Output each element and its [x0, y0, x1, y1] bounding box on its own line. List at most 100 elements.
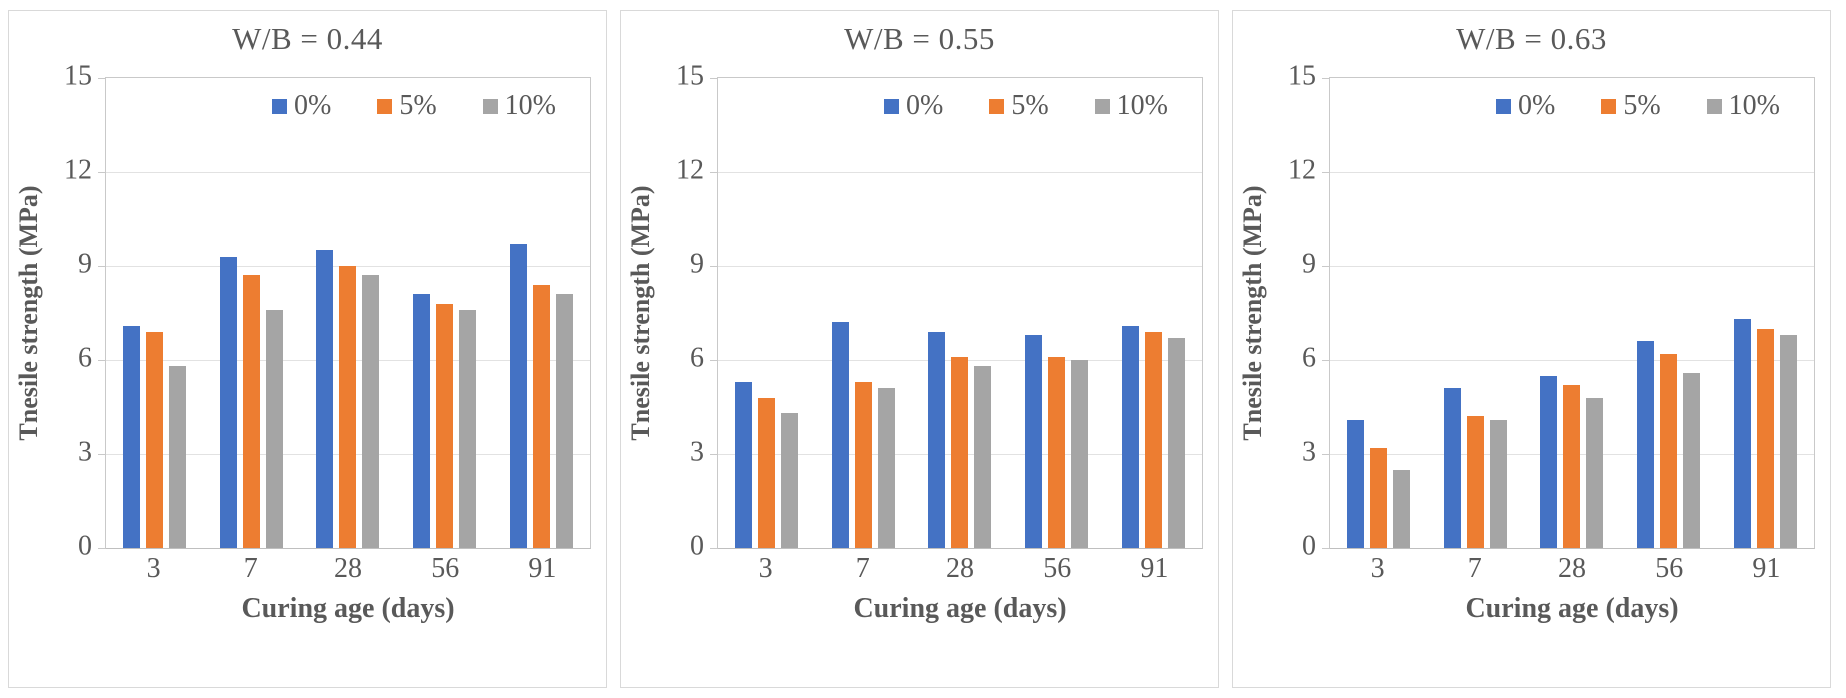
- bar-group: [396, 78, 493, 548]
- y-tick-mark: [1322, 172, 1330, 173]
- chart-panel: W/B = 0.44 Tnesile strength (MPa) 0% 5% 10…: [8, 10, 607, 688]
- bar-groups: [718, 78, 1202, 548]
- legend-item: 0%: [272, 90, 331, 122]
- x-axis-tick-label: 3: [758, 553, 773, 584]
- gridline: [1330, 360, 1814, 361]
- y-tick-mark: [98, 78, 106, 79]
- bar: [1637, 341, 1655, 548]
- x-axis-tick-label: 91: [1752, 553, 1781, 584]
- y-axis-tick-label: 0: [690, 530, 704, 562]
- x-axis-tick-label: 7: [1467, 553, 1482, 584]
- y-axis-tick-label: 6: [690, 342, 704, 374]
- chart-panel: W/B = 0.55 Tnesile strength (MPa) 0% 5% 10…: [620, 10, 1219, 688]
- legend-label: 0%: [294, 90, 332, 121]
- bar: [1466, 416, 1484, 548]
- legend-swatch: [1706, 98, 1722, 114]
- y-tick-mark: [710, 548, 718, 549]
- y-tick-mark: [98, 454, 106, 455]
- legend-label: 10%: [504, 90, 556, 121]
- x-axis-tick-label: 56: [1043, 553, 1072, 584]
- bar-group: [1427, 78, 1524, 548]
- bar: [1122, 325, 1140, 548]
- plot-area: Tnesile strength (MPa) 0% 5% 10% 15 12 9 6 3 0: [14, 62, 591, 560]
- legend-label: 10%: [1728, 90, 1780, 121]
- legend: 0% 5% 10%: [884, 90, 1168, 122]
- legend-item: 0%: [1496, 90, 1555, 122]
- bar-group: [1105, 78, 1202, 548]
- legend-item: 5%: [1601, 90, 1661, 122]
- bar: [1540, 375, 1558, 548]
- bar: [928, 331, 946, 548]
- y-tick-mark: [98, 172, 106, 173]
- bar: [145, 331, 163, 548]
- y-axis-tick-label: 12: [1288, 154, 1316, 186]
- bar: [362, 275, 380, 548]
- legend-label: 0%: [1518, 90, 1556, 121]
- legend: 0% 5% 10%: [1496, 90, 1780, 122]
- legend-swatch: [989, 98, 1005, 114]
- chart-title: W/B = 0.55: [844, 21, 995, 56]
- y-axis-tick-label: 12: [676, 154, 704, 186]
- bar: [1563, 385, 1581, 548]
- bar-group: [912, 78, 1009, 548]
- legend-swatch: [884, 98, 900, 114]
- plot-area: Tnesile strength (MPa) 0% 5% 10% 15 12 9 6 3 0: [1238, 62, 1815, 560]
- bar-group: [1524, 78, 1621, 548]
- y-tick-mark: [710, 266, 718, 267]
- bar-group: [1717, 78, 1814, 548]
- chart-title: W/B = 0.44: [232, 21, 383, 56]
- bar: [510, 244, 528, 548]
- legend-swatch: [1094, 98, 1110, 114]
- y-tick-mark: [710, 78, 718, 79]
- bar: [316, 250, 334, 548]
- bar: [459, 309, 477, 548]
- y-tick-mark: [1322, 454, 1330, 455]
- y-tick-mark: [98, 360, 106, 361]
- legend-label: 5%: [1623, 90, 1661, 121]
- chart-title: W/B = 0.63: [1456, 21, 1607, 56]
- y-tick-mark: [98, 548, 106, 549]
- y-axis-tick-label: 9: [78, 248, 92, 280]
- bar: [757, 397, 775, 548]
- x-axis-tick-label: 28: [946, 553, 974, 584]
- x-axis-tick-label: 3: [146, 553, 161, 584]
- bar-group: [815, 78, 912, 548]
- bar: [951, 356, 969, 548]
- legend-item: 0%: [884, 90, 943, 122]
- x-axis-tick-labels: 3 7 28 56 91: [717, 553, 1203, 585]
- legend-item: 10%: [482, 90, 556, 122]
- bar: [1145, 331, 1163, 548]
- x-axis-tick-label: 56: [431, 553, 460, 584]
- legend-label: 10%: [1116, 90, 1168, 121]
- x-axis-tick-label: 91: [1140, 553, 1169, 584]
- bar: [1757, 328, 1775, 548]
- legend-swatch: [1601, 98, 1617, 114]
- y-axis-tick-label: 9: [690, 248, 704, 280]
- y-tick-mark: [710, 360, 718, 361]
- y-tick-mark: [710, 172, 718, 173]
- x-axis-tick-labels: 3 7 28 56 91: [105, 553, 591, 585]
- bar-group: [203, 78, 300, 548]
- x-axis-title: Curing age (days): [853, 593, 1067, 624]
- bar-group: [493, 78, 590, 548]
- y-axis-tick-label: 3: [1302, 436, 1316, 468]
- y-tick-mark: [710, 454, 718, 455]
- bar: [265, 309, 283, 548]
- x-axis-title: Curing age (days): [241, 593, 455, 624]
- bar: [1025, 334, 1043, 548]
- legend-swatch: [272, 98, 288, 114]
- bar: [242, 275, 260, 548]
- legend-label: 5%: [399, 90, 437, 121]
- bar: [413, 294, 431, 548]
- bar: [1443, 388, 1461, 548]
- legend-item: 10%: [1094, 90, 1168, 122]
- bar-groups: [106, 78, 590, 548]
- bar: [1780, 334, 1798, 548]
- bar: [533, 284, 551, 548]
- bar: [168, 366, 186, 548]
- y-axis-tick-label: 6: [1302, 342, 1316, 374]
- legend-swatch: [377, 98, 393, 114]
- bar: [556, 294, 574, 548]
- x-axis-tick-label: 91: [528, 553, 557, 584]
